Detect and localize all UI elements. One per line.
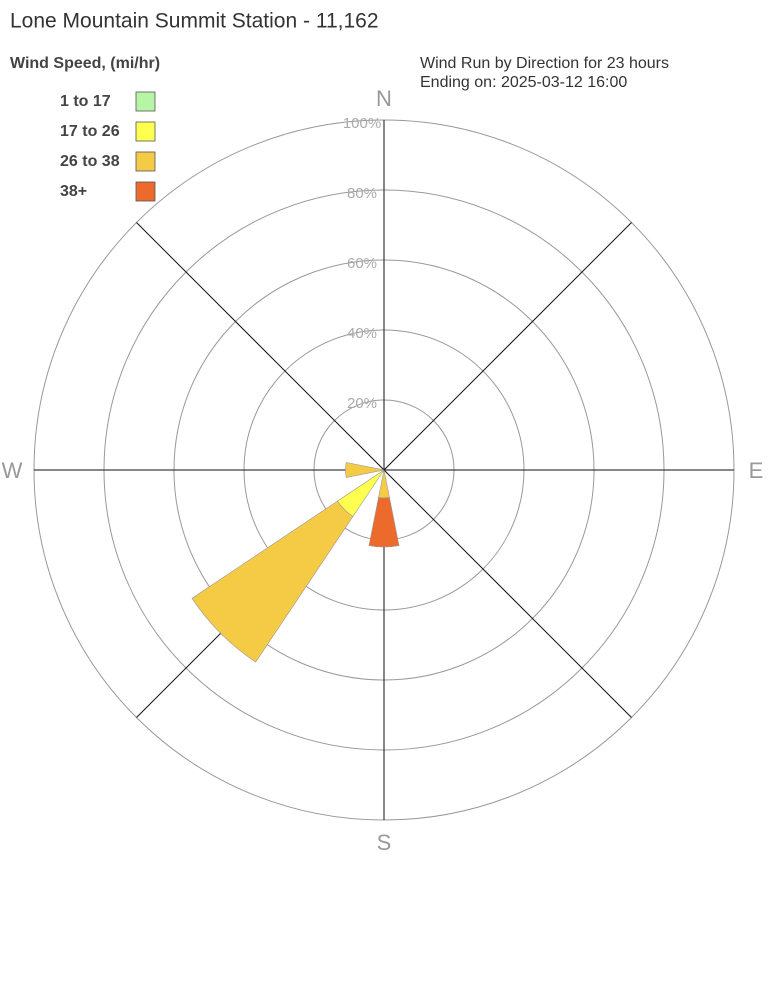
subtitle: Wind Run by Direction for 23 hours [420, 55, 669, 72]
legend-swatch [135, 121, 156, 142]
r-tick-label: 100% [343, 115, 381, 132]
compass-label: N [376, 86, 392, 111]
legend-label: 38+ [60, 183, 87, 200]
compass-label: E [749, 458, 764, 483]
legend-label: 26 to 38 [60, 153, 120, 170]
r-tick-label: 20% [347, 395, 377, 412]
legend-label: 17 to 26 [60, 123, 120, 140]
legend-title: Wind Speed, (mi/hr) [10, 55, 160, 72]
sector [368, 497, 400, 548]
legend-swatch [135, 91, 156, 112]
compass-label: S [377, 830, 392, 855]
r-tick-label: 60% [347, 255, 377, 272]
chart-title: Lone Mountain Summit Station - 11,162 [10, 10, 379, 33]
compass-label: W [2, 458, 23, 483]
legend-swatch [135, 151, 156, 172]
subtitle: Ending on: 2025-03-12 16:00 [420, 74, 627, 91]
legend-swatch [135, 181, 156, 202]
r-tick-label: 40% [347, 325, 377, 342]
sector [345, 462, 385, 478]
sector [191, 500, 354, 663]
legend-label: 1 to 17 [60, 93, 111, 110]
r-tick-label: 80% [347, 185, 377, 202]
